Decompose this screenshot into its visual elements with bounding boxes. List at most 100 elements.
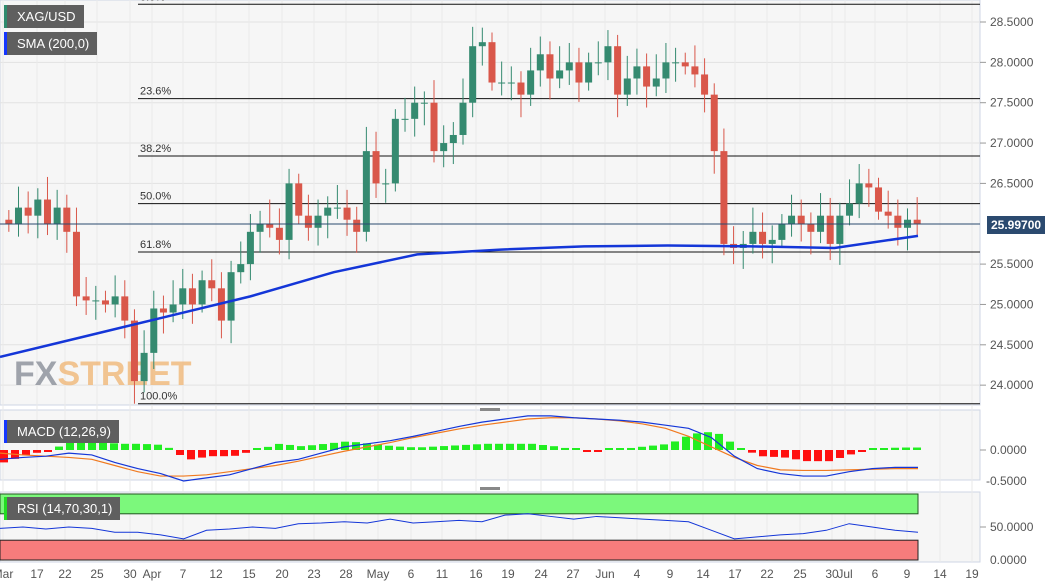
date-label: 17	[30, 567, 44, 581]
sma-line	[0, 234, 919, 359]
date-label: 14	[933, 567, 947, 581]
candle-body	[507, 82, 515, 84]
fib-label: 0.0%	[140, 0, 165, 3]
macd-histogram-bar	[847, 450, 855, 455]
candle-body	[5, 219, 13, 224]
macd-histogram-bar	[616, 448, 624, 450]
macd-histogram-bar	[66, 442, 74, 450]
macd-histogram-bar	[264, 446, 272, 450]
candle-body	[778, 223, 786, 240]
macd-histogram-bar	[726, 441, 734, 450]
macd-histogram-bar	[429, 446, 437, 450]
price-tick-label: 28.0000	[990, 55, 1034, 69]
macd-histogram-bar	[539, 445, 547, 450]
fxstreet-logo: FXSTREET	[14, 355, 192, 393]
date-label: 12	[209, 567, 223, 581]
candle-body	[875, 187, 883, 212]
candle-body	[43, 199, 51, 224]
candle-body	[846, 203, 854, 216]
rsi-tick-label: 0.0000	[990, 553, 1027, 567]
macd-histogram-bar	[198, 450, 206, 458]
macd-histogram-bar	[154, 444, 162, 450]
macd-legend: MACD (12,26,9)	[4, 420, 119, 443]
fib-label: 38.2%	[140, 143, 171, 155]
date-label: 20	[275, 567, 289, 581]
candle-body	[575, 62, 583, 83]
macd-histogram-bar	[858, 450, 866, 452]
macd-histogram-bar	[836, 450, 844, 458]
macd-histogram-bar	[605, 448, 613, 450]
macd-histogram-bar	[132, 443, 140, 450]
candle-body	[604, 46, 612, 63]
date-label: 30	[825, 567, 839, 581]
candle-body	[208, 280, 216, 289]
macd-histogram-bar	[517, 443, 525, 450]
candle-body	[865, 183, 873, 188]
candle-body	[614, 46, 622, 95]
macd-histogram-bar	[22, 450, 30, 456]
macd-histogram-bar	[407, 447, 415, 450]
candle-body	[92, 300, 100, 302]
macd-histogram-bar	[649, 445, 657, 450]
macd-histogram-bar	[143, 444, 151, 450]
candle-body	[343, 207, 351, 220]
date-label: 27	[566, 567, 580, 581]
date-label: 24	[534, 567, 548, 581]
fib-label: 61.8%	[140, 239, 171, 251]
macd-histogram-bar	[583, 450, 591, 452]
macd-histogram-bar	[825, 450, 833, 462]
candle-body	[353, 219, 361, 232]
macd-histogram-bar	[55, 446, 63, 450]
price-tick-label: 27.5000	[990, 96, 1034, 110]
candle-body	[237, 264, 245, 273]
candle-body	[884, 211, 892, 216]
candle-body	[517, 82, 525, 95]
candle-body	[855, 183, 863, 204]
candle-body	[169, 304, 177, 313]
candle-body	[459, 102, 467, 135]
candle-body	[295, 183, 303, 216]
macd-histogram-bar	[638, 446, 646, 450]
rsi-legend: RSI (14,70,30,1)	[4, 497, 121, 520]
macd-histogram-bar	[352, 442, 360, 450]
macd-histogram-bar	[902, 447, 910, 450]
date-label: 11	[436, 567, 449, 581]
candle-body	[797, 215, 805, 224]
candle-body	[362, 151, 370, 232]
candle-body	[333, 207, 341, 209]
date-label: 9	[667, 567, 674, 581]
date-label: May	[367, 567, 390, 581]
price-tick-label: 24.0000	[990, 378, 1034, 392]
macd-histogram-bar	[803, 450, 811, 462]
candle-body	[759, 231, 767, 244]
candle-body	[720, 151, 728, 244]
date-label: Mar	[0, 567, 13, 581]
macd-histogram-bar	[759, 450, 767, 457]
symbol-label: XAG/USD	[4, 5, 84, 28]
macd-histogram-bar	[704, 432, 712, 450]
candle-body	[633, 66, 641, 79]
date-label: 9	[904, 567, 911, 581]
macd-histogram-bar	[781, 450, 789, 458]
candle-body	[691, 66, 699, 75]
macd-histogram-bar	[693, 433, 701, 450]
macd-histogram-bar	[528, 443, 536, 450]
macd-histogram-bar	[121, 443, 129, 450]
macd-histogram-bar	[770, 450, 778, 457]
macd-histogram-bar	[341, 441, 349, 450]
macd-histogram-bar	[242, 450, 250, 453]
macd-histogram-bar	[44, 450, 52, 452]
price-tick-label: 25.0000	[990, 297, 1034, 311]
candle-body	[594, 62, 602, 64]
macd-histogram-bar	[484, 443, 492, 450]
macd-histogram-bar	[550, 446, 558, 450]
candle-body	[227, 272, 235, 321]
candle-body	[672, 62, 680, 64]
candle-body	[420, 102, 428, 104]
macd-histogram-bar	[473, 444, 481, 450]
candle-body	[140, 352, 148, 382]
fib-label: 23.6%	[140, 86, 171, 98]
candle-body	[198, 280, 206, 305]
macd-histogram-bar	[0, 450, 8, 463]
